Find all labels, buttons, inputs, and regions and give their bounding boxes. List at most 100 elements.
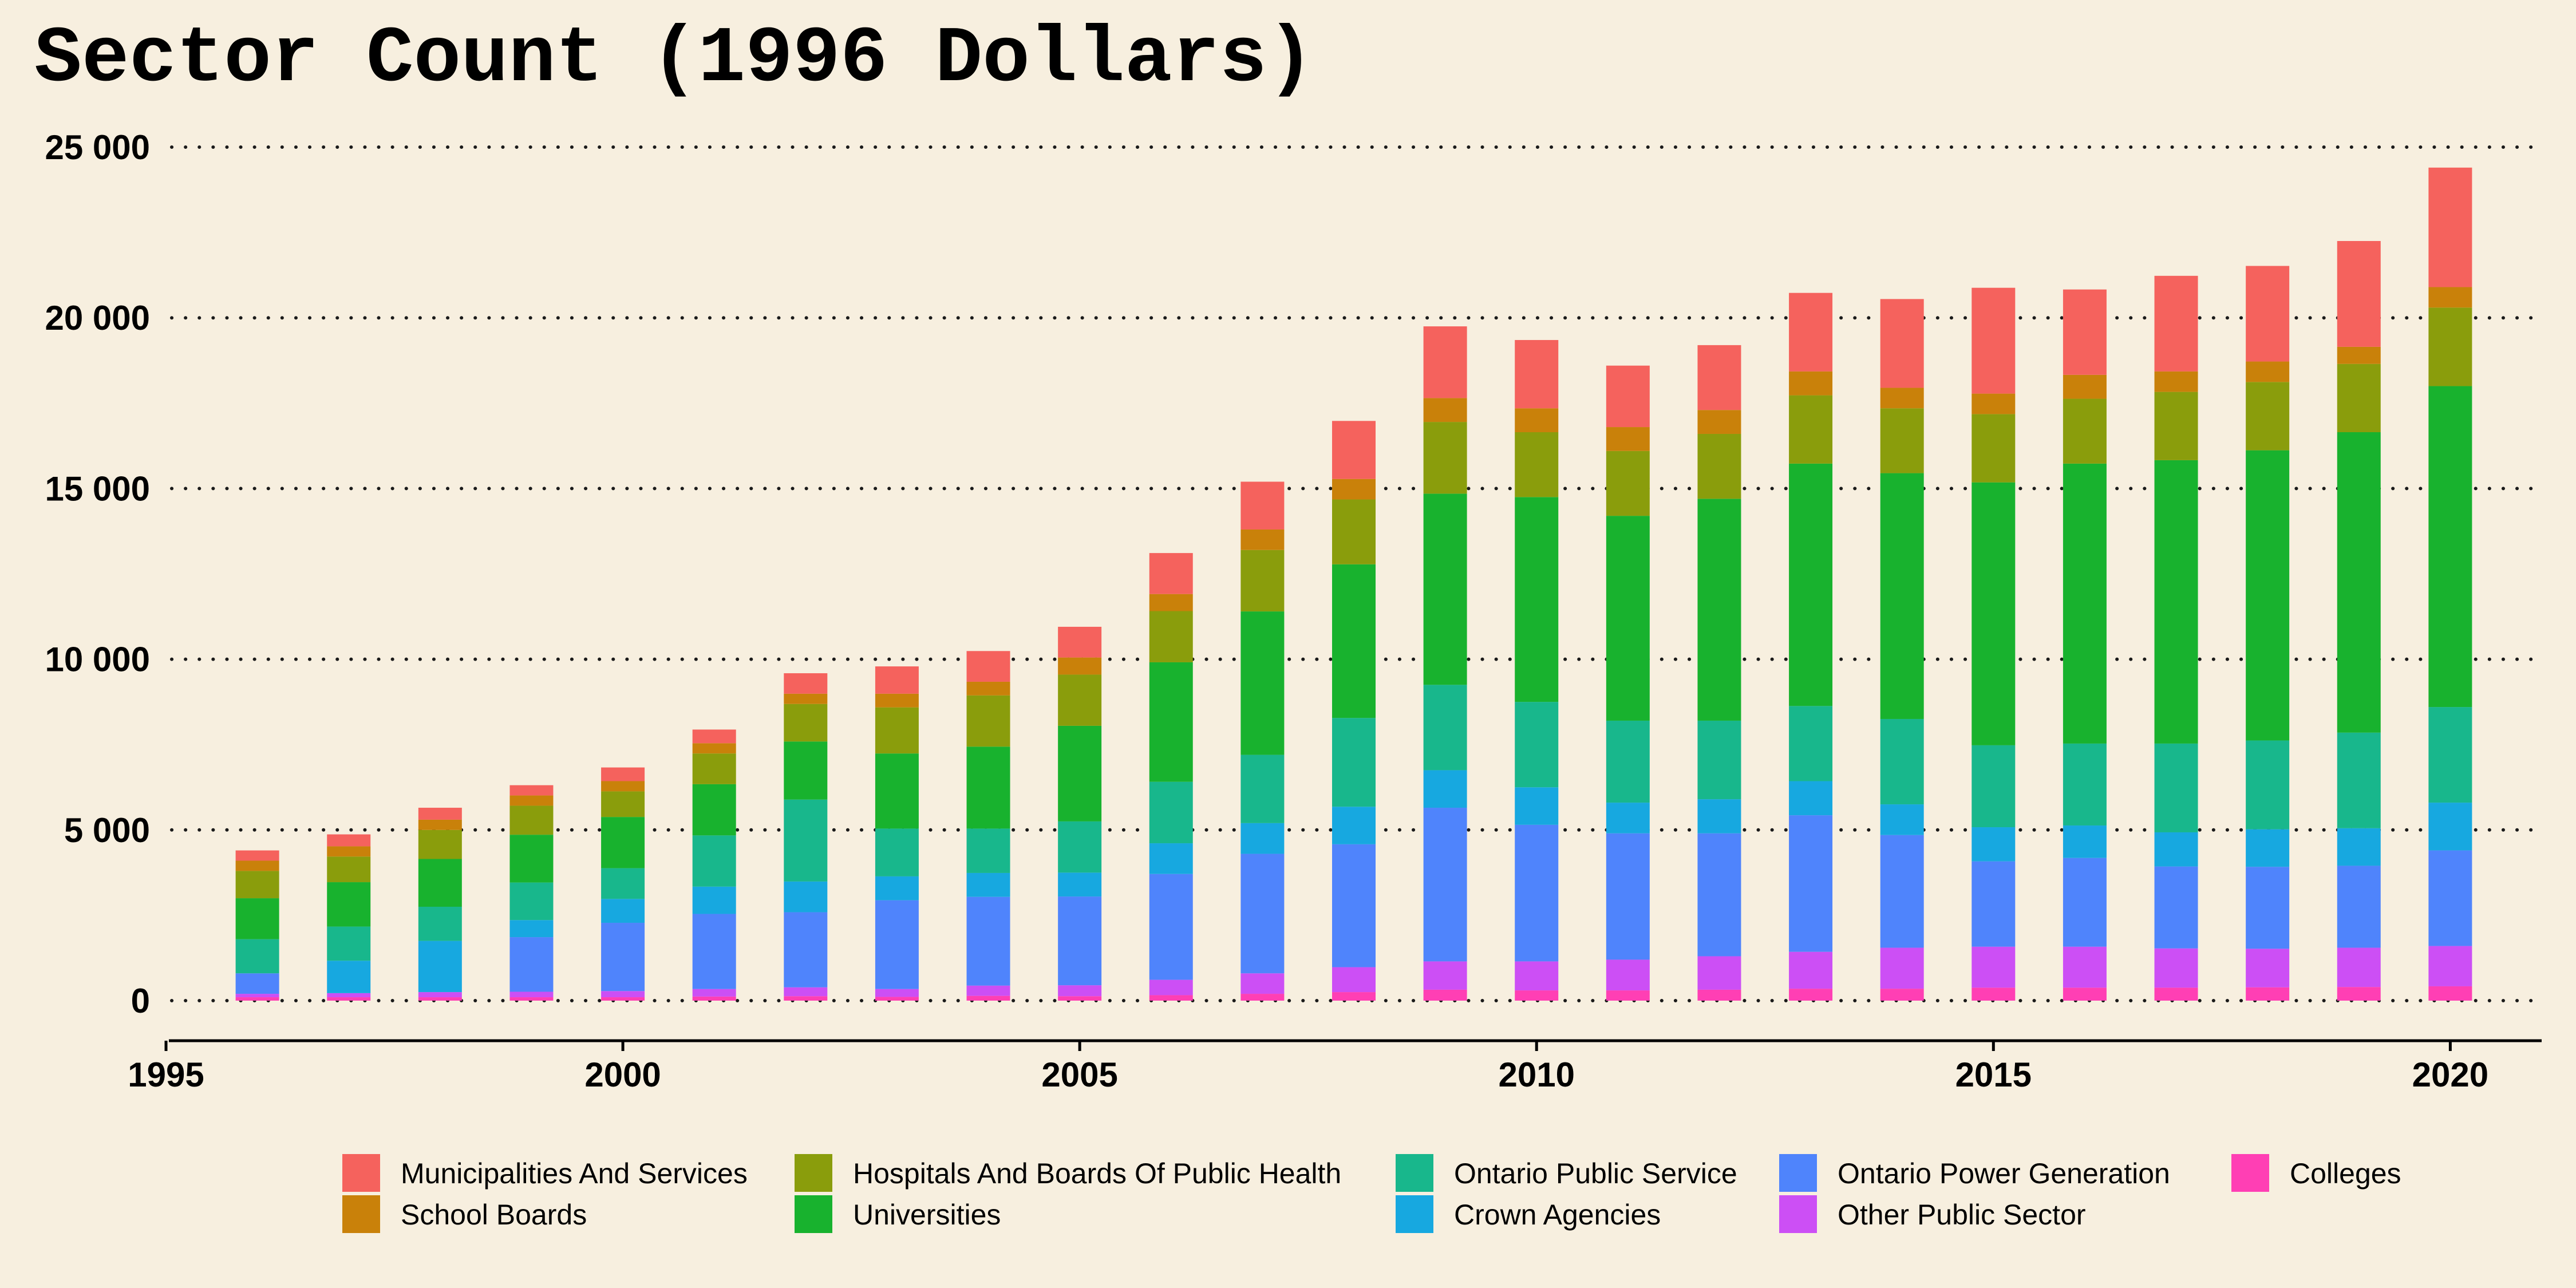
bar-segment (601, 923, 645, 991)
legend-swatch (795, 1195, 832, 1233)
bar-segment (692, 996, 736, 1001)
bar-segment (692, 784, 736, 836)
bar-segment (1515, 339, 1559, 409)
y-tick-label: 5 000 (64, 811, 150, 850)
bar-segment (1697, 833, 1741, 957)
bar-segment (692, 914, 736, 989)
bar-segment (1058, 657, 1102, 675)
bar-segment (1606, 803, 1650, 833)
bar-segment (418, 819, 462, 830)
bar-segment (509, 805, 554, 835)
bar-segment (1880, 408, 1924, 473)
bar-segment (1697, 720, 1741, 800)
legend-item: Municipalities And Services (342, 1154, 748, 1192)
bar-segment (235, 973, 279, 994)
bar-segment (2428, 803, 2472, 851)
bar-segment (1880, 804, 1924, 835)
y-tick-label: 15 000 (45, 469, 150, 508)
bar-segment (1515, 497, 1559, 702)
bar-segment (418, 941, 462, 993)
bar-segment (1058, 674, 1102, 726)
bar-segment (2246, 867, 2290, 949)
bar-segment (692, 886, 736, 914)
bar-segment (966, 651, 1010, 682)
bar-segment (1971, 287, 2016, 394)
bar-segment (1697, 799, 1741, 833)
bar-segment (1697, 956, 1741, 990)
bar-segment (2246, 740, 2290, 829)
bar-segment (2337, 947, 2381, 987)
bar-segment (1332, 967, 1376, 993)
bar-segment (2154, 460, 2198, 744)
bar-segment (2063, 398, 2107, 464)
bar-segment (875, 997, 919, 1001)
bar-segment (875, 989, 919, 997)
x-tick-label: 2020 (2412, 1056, 2488, 1094)
bar-segment (1058, 626, 1102, 658)
bar-segment (1606, 516, 1650, 721)
bar-segment (1332, 992, 1376, 1001)
bar-segment (1240, 550, 1285, 612)
bar-segment (966, 828, 1010, 873)
bar-segment (1789, 951, 1833, 989)
bar-segment (2337, 346, 2381, 364)
bar-segment (601, 817, 645, 868)
bar-segment (1789, 293, 1833, 372)
bar-segment (1971, 861, 2016, 947)
bar-segment (1515, 787, 1559, 825)
bar-segment (601, 781, 645, 792)
bar-segment (509, 785, 554, 796)
bar-segment (1971, 393, 2016, 414)
bar-segment (509, 795, 554, 806)
legend-item: Universities (795, 1195, 1001, 1233)
bar-segment (784, 704, 828, 742)
bar-segment (1697, 499, 1741, 721)
bar-segment (1149, 553, 1193, 594)
bar-segment (1789, 781, 1833, 816)
bar-segment (784, 996, 828, 1001)
bar-segment (235, 997, 279, 1001)
bar-segment (1149, 995, 1193, 1001)
legend-item: Colleges (2231, 1154, 2401, 1192)
bar-segment (784, 799, 828, 882)
bar-segment (2428, 946, 2472, 986)
bar-segment (1332, 421, 1376, 479)
bar-segment (1880, 947, 1924, 989)
bar-segment (1971, 414, 2016, 483)
bar-segment (784, 673, 828, 694)
bar-segment (784, 987, 828, 997)
bar-segment (1515, 408, 1559, 432)
bar-segment (1789, 815, 1833, 952)
bar-segment (1240, 481, 1285, 530)
bar-segment (2154, 743, 2198, 832)
bar-segment (2337, 241, 2381, 347)
bar-segment (1149, 843, 1193, 874)
bar-segment (2428, 707, 2472, 803)
bar-segment (1423, 326, 1467, 398)
bar-segment (1058, 896, 1102, 986)
bar-segment (1240, 973, 1285, 994)
legend: Municipalities And Services School Boards… (342, 1154, 2401, 1233)
x-tick-label: 2015 (1955, 1056, 2032, 1094)
bar-segment (2154, 948, 2198, 988)
legend-label: Universities (853, 1199, 1001, 1231)
bar-segment (327, 846, 371, 857)
bar-segment (1332, 718, 1376, 807)
bar-segment (1423, 808, 1467, 962)
bar-segment (509, 997, 554, 1001)
bar-segment (1423, 989, 1467, 1001)
bar-segment (2428, 167, 2472, 287)
bar-segment (2337, 732, 2381, 828)
bar-segment (1149, 611, 1193, 662)
bar-segment (1515, 990, 1559, 1001)
bar-segment (1789, 989, 1833, 1001)
bar-segment (2154, 371, 2198, 392)
bar-segment (2063, 858, 2107, 947)
legend-item: Hospitals And Boards Of Public Health (795, 1154, 1341, 1192)
legend-swatch (795, 1154, 832, 1192)
bar-segment (1971, 987, 2016, 1001)
bar-segment (509, 835, 554, 883)
bar-segment (2337, 828, 2381, 866)
bar-segment (692, 743, 736, 754)
legend-item: Ontario Public Service (1396, 1154, 1737, 1192)
